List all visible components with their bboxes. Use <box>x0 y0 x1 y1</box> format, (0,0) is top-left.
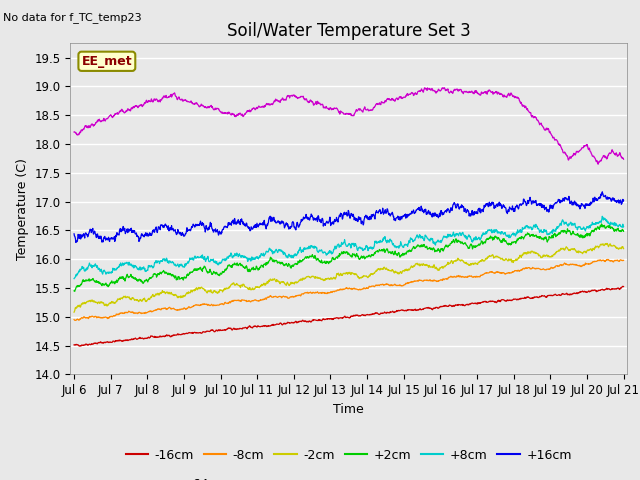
Line: -16cm: -16cm <box>74 287 623 346</box>
Text: EE_met: EE_met <box>81 55 132 68</box>
+2cm <box>70 288 78 294</box>
+2cm <box>113 280 121 286</box>
+2cm <box>71 288 79 294</box>
+8cm <box>324 249 332 255</box>
+8cm <box>303 245 311 251</box>
Title: Soil/Water Temperature Set 3: Soil/Water Temperature Set 3 <box>227 22 470 40</box>
+16cm <box>70 231 78 237</box>
+8cm <box>315 249 323 255</box>
-16cm <box>304 318 312 324</box>
Line: +16cm: +16cm <box>74 192 623 242</box>
Line: +64cm: +64cm <box>74 88 623 164</box>
-8cm <box>136 309 143 315</box>
+2cm <box>383 247 391 252</box>
Line: +8cm: +8cm <box>74 216 623 279</box>
+16cm <box>136 238 143 243</box>
-2cm <box>135 299 143 304</box>
+64cm <box>315 100 323 106</box>
+64cm <box>324 106 332 112</box>
+16cm <box>113 230 121 236</box>
+16cm <box>304 214 312 220</box>
+16cm <box>72 240 80 245</box>
+64cm <box>620 156 627 162</box>
-16cm <box>383 309 391 315</box>
+16cm <box>598 189 606 195</box>
-16cm <box>70 342 78 348</box>
+2cm <box>598 221 605 227</box>
+64cm <box>70 129 78 135</box>
+8cm <box>620 224 627 229</box>
-2cm <box>604 240 611 246</box>
-2cm <box>303 274 311 280</box>
-16cm <box>315 318 323 324</box>
-2cm <box>315 275 323 281</box>
-8cm <box>72 317 80 323</box>
-2cm <box>113 298 120 304</box>
-16cm <box>325 316 333 322</box>
+2cm <box>620 228 627 234</box>
+8cm <box>383 240 390 246</box>
+8cm <box>135 267 143 273</box>
-8cm <box>304 289 312 295</box>
-2cm <box>383 266 390 272</box>
-2cm <box>324 275 332 281</box>
+16cm <box>325 219 333 225</box>
-8cm <box>604 256 612 262</box>
-8cm <box>325 290 333 296</box>
Legend: +64cm: +64cm <box>149 473 234 480</box>
+64cm <box>135 103 143 109</box>
-16cm <box>619 284 627 289</box>
+8cm <box>598 214 606 219</box>
-8cm <box>70 317 78 323</box>
+8cm <box>113 265 120 271</box>
Line: -8cm: -8cm <box>74 259 623 320</box>
-8cm <box>113 312 121 317</box>
-8cm <box>383 281 391 287</box>
-16cm <box>113 338 121 344</box>
-8cm <box>620 257 627 263</box>
+64cm <box>595 161 602 167</box>
+16cm <box>383 206 391 212</box>
-16cm <box>136 336 143 341</box>
+64cm <box>303 98 311 104</box>
-8cm <box>315 290 323 296</box>
-16cm <box>76 343 83 349</box>
+64cm <box>440 85 448 91</box>
Line: +2cm: +2cm <box>74 224 623 291</box>
Text: No data for f_TC_temp23: No data for f_TC_temp23 <box>3 12 142 23</box>
+8cm <box>70 276 78 282</box>
+2cm <box>304 254 312 260</box>
+16cm <box>315 216 323 222</box>
+64cm <box>383 96 390 102</box>
+16cm <box>620 197 627 203</box>
Y-axis label: Temperature (C): Temperature (C) <box>16 158 29 260</box>
+2cm <box>136 276 143 282</box>
+2cm <box>315 258 323 264</box>
-2cm <box>70 309 78 315</box>
+64cm <box>113 110 120 116</box>
Line: -2cm: -2cm <box>74 243 623 312</box>
-16cm <box>620 284 627 289</box>
+2cm <box>325 261 333 266</box>
X-axis label: Time: Time <box>333 403 364 416</box>
-2cm <box>620 246 627 252</box>
